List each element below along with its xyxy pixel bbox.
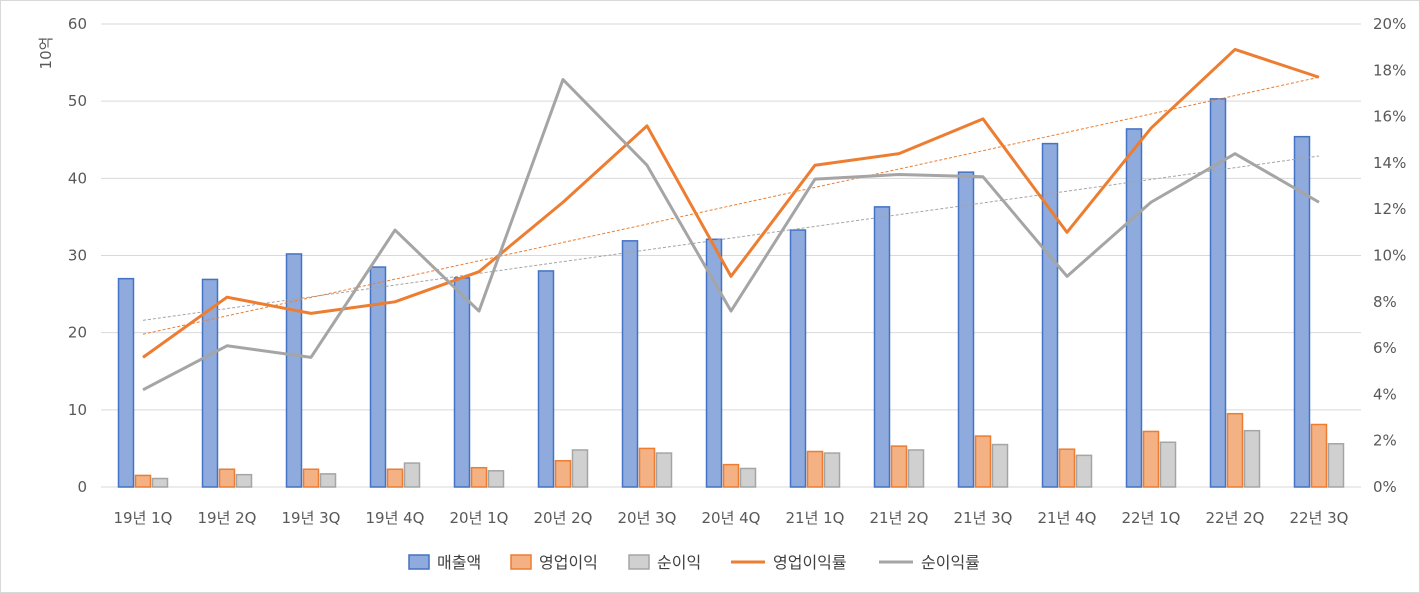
x-tick-label: 20년 2Q (533, 509, 592, 527)
bar-순이익 (991, 443, 1009, 488)
bar-영업이익 (722, 463, 740, 488)
y-left-tick-label: 30 (68, 247, 87, 265)
legend-label: 매출액 (437, 553, 481, 572)
y-right-tick-label: 6% (1373, 339, 1397, 357)
bar-순이익 (739, 467, 757, 488)
legend: 매출액 영업이익 순이익 영업이익률 순이익률 (408, 553, 980, 572)
bar-순이익 (487, 470, 505, 488)
bar-순이익 (1075, 454, 1093, 488)
bar-매출액 (1209, 98, 1227, 488)
bar-순이익 (235, 473, 253, 488)
x-tick-label: 19년 3Q (281, 509, 340, 527)
bar-순이익 (151, 477, 169, 488)
y-right-tick-label: 14% (1373, 154, 1406, 172)
bar-매출액 (1125, 128, 1143, 488)
x-tick-label: 21년 4Q (1037, 509, 1096, 527)
legend-swatch (628, 554, 650, 570)
legend-swatch (408, 554, 430, 570)
trendlines (142, 76, 1320, 335)
bar-영업이익 (1058, 448, 1076, 488)
y-left-tick-label: 0 (77, 478, 87, 496)
y-left-tick-label: 10 (68, 401, 87, 419)
bar-영업이익 (1142, 430, 1160, 488)
line-영업이익률 (142, 47, 1320, 359)
bar-영업이익 (470, 466, 488, 488)
x-tick-label: 20년 1Q (449, 509, 508, 527)
x-tick-label: 22년 2Q (1205, 509, 1264, 527)
bar-매출액 (201, 278, 219, 488)
legend-label: 영업이익 (539, 553, 598, 572)
line-series (142, 47, 1320, 392)
bar-매출액 (621, 240, 639, 488)
bar-순이익 (823, 452, 841, 488)
bar-영업이익 (386, 468, 404, 488)
bar-순이익 (403, 462, 421, 488)
legend-swatch (510, 554, 532, 570)
y-right-tick-label: 4% (1373, 385, 1397, 403)
y-right-tick-label: 18% (1373, 61, 1406, 79)
y-right-tick-label: 16% (1373, 108, 1406, 126)
line-순이익률 (142, 78, 1320, 392)
legend-label: 순이익 (657, 553, 701, 572)
y-right-tick-label: 2% (1373, 432, 1397, 450)
x-tick-label: 20년 3Q (617, 509, 676, 527)
bar-순이익 (1327, 443, 1345, 488)
y-left-tick-label: 20 (68, 324, 87, 342)
x-tick-label: 21년 3Q (953, 509, 1012, 527)
bar-매출액 (537, 270, 555, 488)
trendline-순이익률 (142, 155, 1320, 321)
x-tick-label: 22년 1Q (1121, 509, 1180, 527)
x-tick-label: 22년 3Q (1289, 509, 1348, 527)
x-tick-label: 19년 1Q (113, 509, 172, 527)
x-tick-label: 20년 4Q (701, 509, 760, 527)
bar-영업이익 (1226, 412, 1244, 488)
bar-매출액 (1293, 135, 1311, 488)
bar-영업이익 (218, 468, 236, 488)
bar-매출액 (957, 171, 975, 488)
bar-영업이익 (1310, 423, 1328, 488)
bar-매출액 (1041, 142, 1059, 488)
bar-순이익 (319, 473, 337, 488)
legend-label: 순이익률 (921, 553, 980, 572)
y-axis-left-label: 10억 (37, 37, 55, 70)
x-tick-label: 21년 2Q (869, 509, 928, 527)
y-left-tick-label: 60 (68, 15, 87, 33)
trendline-영업이익률 (142, 76, 1320, 335)
bar-매출액 (873, 206, 891, 488)
bar-영업이익 (974, 435, 992, 488)
y-right-tick-label: 0% (1373, 478, 1397, 496)
axes: 0 10 20 30 40 50 60 0% 2% 4% 6% 8% 10% 12% 14% 16% 18% 20… (68, 15, 1406, 527)
bar-영업이익 (638, 447, 656, 488)
bar-순이익 (1243, 429, 1261, 488)
bar-series (117, 98, 1345, 488)
x-tick-label: 21년 1Q (785, 509, 844, 527)
bar-매출액 (285, 253, 303, 488)
y-right-tick-label: 20% (1373, 15, 1406, 33)
bar-매출액 (117, 277, 135, 488)
x-tick-label: 19년 2Q (197, 509, 256, 527)
gridlines (101, 23, 1361, 488)
bar-매출액 (453, 277, 471, 488)
bar-순이익 (907, 449, 925, 488)
bar-매출액 (369, 266, 387, 488)
bar-영업이익 (806, 450, 824, 488)
y-right-tick-label: 12% (1373, 200, 1406, 218)
y-left-tick-label: 40 (68, 169, 87, 187)
legend-label: 영업이익률 (773, 553, 847, 572)
bar-순이익 (571, 449, 589, 488)
bar-매출액 (789, 229, 807, 488)
bar-순이익 (1159, 441, 1177, 488)
y-right-tick-label: 8% (1373, 293, 1397, 311)
x-tick-label: 19년 4Q (365, 509, 424, 527)
bar-순이익 (655, 452, 673, 488)
bar-영업이익 (554, 460, 572, 488)
y-right-tick-label: 10% (1373, 247, 1406, 265)
y-left-tick-label: 50 (68, 92, 87, 110)
bar-영업이익 (890, 445, 908, 488)
bar-영업이익 (302, 468, 320, 488)
bar-매출액 (705, 238, 723, 488)
bar-영업이익 (134, 474, 152, 488)
